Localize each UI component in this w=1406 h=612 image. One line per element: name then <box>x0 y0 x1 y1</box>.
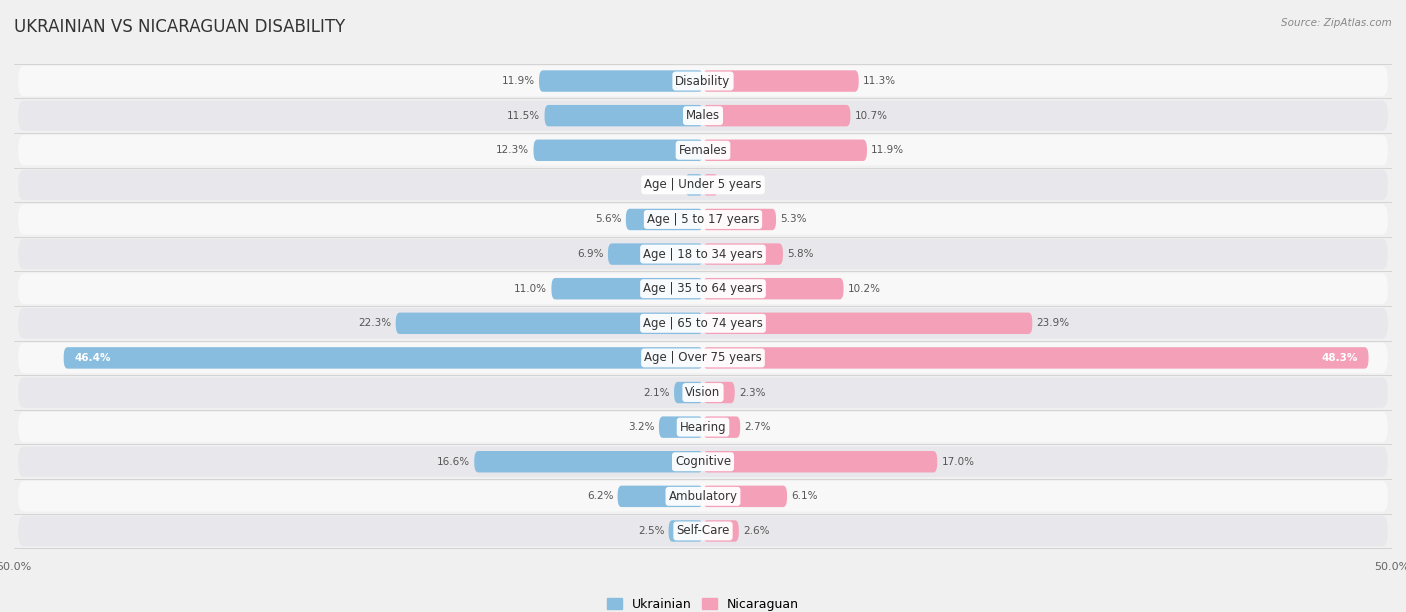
FancyBboxPatch shape <box>703 313 1032 334</box>
Text: 2.7%: 2.7% <box>744 422 770 432</box>
FancyBboxPatch shape <box>617 486 703 507</box>
Text: Age | Over 75 years: Age | Over 75 years <box>644 351 762 364</box>
FancyBboxPatch shape <box>703 105 851 126</box>
Text: 5.6%: 5.6% <box>595 214 621 225</box>
FancyBboxPatch shape <box>18 447 1388 477</box>
Text: 5.8%: 5.8% <box>787 249 814 259</box>
FancyBboxPatch shape <box>18 135 1388 165</box>
Text: 6.9%: 6.9% <box>578 249 603 259</box>
Text: 6.1%: 6.1% <box>792 491 818 501</box>
Text: 12.3%: 12.3% <box>496 145 530 155</box>
Text: 1.1%: 1.1% <box>723 180 749 190</box>
FancyBboxPatch shape <box>18 100 1388 131</box>
Text: Vision: Vision <box>685 386 721 399</box>
Text: Age | 65 to 74 years: Age | 65 to 74 years <box>643 317 763 330</box>
FancyBboxPatch shape <box>703 486 787 507</box>
FancyBboxPatch shape <box>703 70 859 92</box>
Text: Source: ZipAtlas.com: Source: ZipAtlas.com <box>1281 18 1392 28</box>
Text: 11.3%: 11.3% <box>863 76 896 86</box>
Text: 6.2%: 6.2% <box>586 491 613 501</box>
FancyBboxPatch shape <box>703 416 740 438</box>
FancyBboxPatch shape <box>685 174 703 196</box>
FancyBboxPatch shape <box>544 105 703 126</box>
Text: Cognitive: Cognitive <box>675 455 731 468</box>
Text: 16.6%: 16.6% <box>437 457 470 467</box>
FancyBboxPatch shape <box>18 377 1388 408</box>
FancyBboxPatch shape <box>703 278 844 299</box>
Text: 48.3%: 48.3% <box>1322 353 1358 363</box>
Text: 23.9%: 23.9% <box>1036 318 1070 328</box>
Text: 46.4%: 46.4% <box>75 353 111 363</box>
FancyBboxPatch shape <box>474 451 703 472</box>
Text: Age | 35 to 64 years: Age | 35 to 64 years <box>643 282 763 295</box>
FancyBboxPatch shape <box>703 140 868 161</box>
Text: Females: Females <box>679 144 727 157</box>
Text: Age | 18 to 34 years: Age | 18 to 34 years <box>643 248 763 261</box>
Text: 5.3%: 5.3% <box>780 214 807 225</box>
Text: 11.9%: 11.9% <box>502 76 534 86</box>
FancyBboxPatch shape <box>18 239 1388 269</box>
Text: 2.6%: 2.6% <box>742 526 769 536</box>
FancyBboxPatch shape <box>703 382 735 403</box>
Legend: Ukrainian, Nicaraguan: Ukrainian, Nicaraguan <box>602 593 804 612</box>
FancyBboxPatch shape <box>607 244 703 265</box>
Text: 22.3%: 22.3% <box>359 318 392 328</box>
FancyBboxPatch shape <box>673 382 703 403</box>
FancyBboxPatch shape <box>18 308 1388 338</box>
FancyBboxPatch shape <box>703 244 783 265</box>
Text: 11.0%: 11.0% <box>515 284 547 294</box>
Text: Disability: Disability <box>675 75 731 88</box>
Text: 11.9%: 11.9% <box>872 145 904 155</box>
FancyBboxPatch shape <box>669 520 703 542</box>
FancyBboxPatch shape <box>395 313 703 334</box>
Text: 2.3%: 2.3% <box>738 387 765 398</box>
Text: 2.1%: 2.1% <box>644 387 669 398</box>
Text: 11.5%: 11.5% <box>508 111 540 121</box>
FancyBboxPatch shape <box>626 209 703 230</box>
FancyBboxPatch shape <box>18 516 1388 546</box>
Text: Males: Males <box>686 109 720 122</box>
Text: 1.3%: 1.3% <box>654 180 681 190</box>
Text: Hearing: Hearing <box>679 420 727 434</box>
FancyBboxPatch shape <box>703 347 1368 368</box>
FancyBboxPatch shape <box>18 274 1388 304</box>
FancyBboxPatch shape <box>659 416 703 438</box>
FancyBboxPatch shape <box>18 66 1388 96</box>
FancyBboxPatch shape <box>703 209 776 230</box>
Text: Ambulatory: Ambulatory <box>668 490 738 503</box>
FancyBboxPatch shape <box>538 70 703 92</box>
Text: Age | 5 to 17 years: Age | 5 to 17 years <box>647 213 759 226</box>
FancyBboxPatch shape <box>18 170 1388 200</box>
Text: UKRAINIAN VS NICARAGUAN DISABILITY: UKRAINIAN VS NICARAGUAN DISABILITY <box>14 18 346 36</box>
Text: 10.7%: 10.7% <box>855 111 887 121</box>
FancyBboxPatch shape <box>18 204 1388 235</box>
Text: 10.2%: 10.2% <box>848 284 880 294</box>
FancyBboxPatch shape <box>18 412 1388 442</box>
Text: 3.2%: 3.2% <box>628 422 655 432</box>
FancyBboxPatch shape <box>703 174 718 196</box>
Text: Age | Under 5 years: Age | Under 5 years <box>644 178 762 192</box>
FancyBboxPatch shape <box>703 520 738 542</box>
FancyBboxPatch shape <box>18 343 1388 373</box>
Text: 17.0%: 17.0% <box>942 457 974 467</box>
FancyBboxPatch shape <box>18 481 1388 512</box>
FancyBboxPatch shape <box>63 347 703 368</box>
Text: Self-Care: Self-Care <box>676 524 730 537</box>
FancyBboxPatch shape <box>703 451 938 472</box>
FancyBboxPatch shape <box>533 140 703 161</box>
Text: 2.5%: 2.5% <box>638 526 665 536</box>
FancyBboxPatch shape <box>551 278 703 299</box>
